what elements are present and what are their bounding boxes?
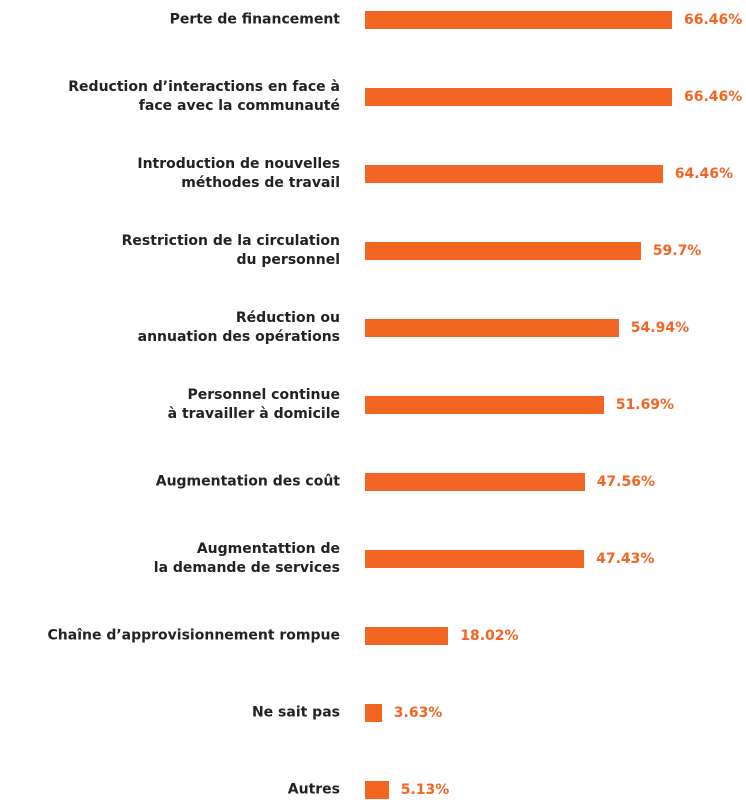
category-label: Personnel continue à travailler à domici…	[167, 387, 340, 422]
bar	[365, 88, 672, 106]
category-label: Reduction d’interactions en face à face …	[68, 79, 340, 114]
category-label: Restriction de la circulation du personn…	[121, 233, 340, 268]
value-label: 18.02%	[460, 628, 519, 644]
category-label: Réduction ou annuation des opérations	[137, 310, 340, 345]
value-label: 64.46%	[674, 166, 734, 182]
category-label: Autres	[287, 781, 340, 798]
bar	[365, 781, 389, 799]
category-label: Chaîne d’approvisionnement rompue	[47, 627, 341, 644]
bar	[365, 704, 382, 722]
category-label: Ne sait pas	[251, 704, 340, 721]
value-label: 51.69%	[615, 397, 675, 413]
bar	[365, 242, 641, 260]
value-label: 66.46%	[684, 12, 743, 28]
category-label: Introduction de nouvelles méthodes de tr…	[137, 156, 340, 191]
category-label: Augmentation des coût	[155, 473, 340, 490]
bar	[365, 473, 585, 491]
value-label: 66.46%	[684, 89, 743, 105]
category-label: Perte de financement	[169, 11, 340, 28]
value-label: 5.13%	[400, 782, 450, 798]
value-label: 47.56%	[596, 474, 655, 490]
bar	[365, 11, 672, 29]
value-label: 47.43%	[596, 551, 655, 567]
bar	[365, 627, 449, 645]
bar	[365, 396, 604, 414]
bar	[365, 550, 585, 568]
bar	[365, 165, 663, 183]
bar	[365, 319, 619, 337]
category-label: Augmentattion de la demande de services	[153, 541, 340, 576]
value-label: 3.63%	[393, 705, 443, 721]
value-label: 54.94%	[630, 320, 690, 336]
value-label: 59.7%	[652, 243, 702, 259]
